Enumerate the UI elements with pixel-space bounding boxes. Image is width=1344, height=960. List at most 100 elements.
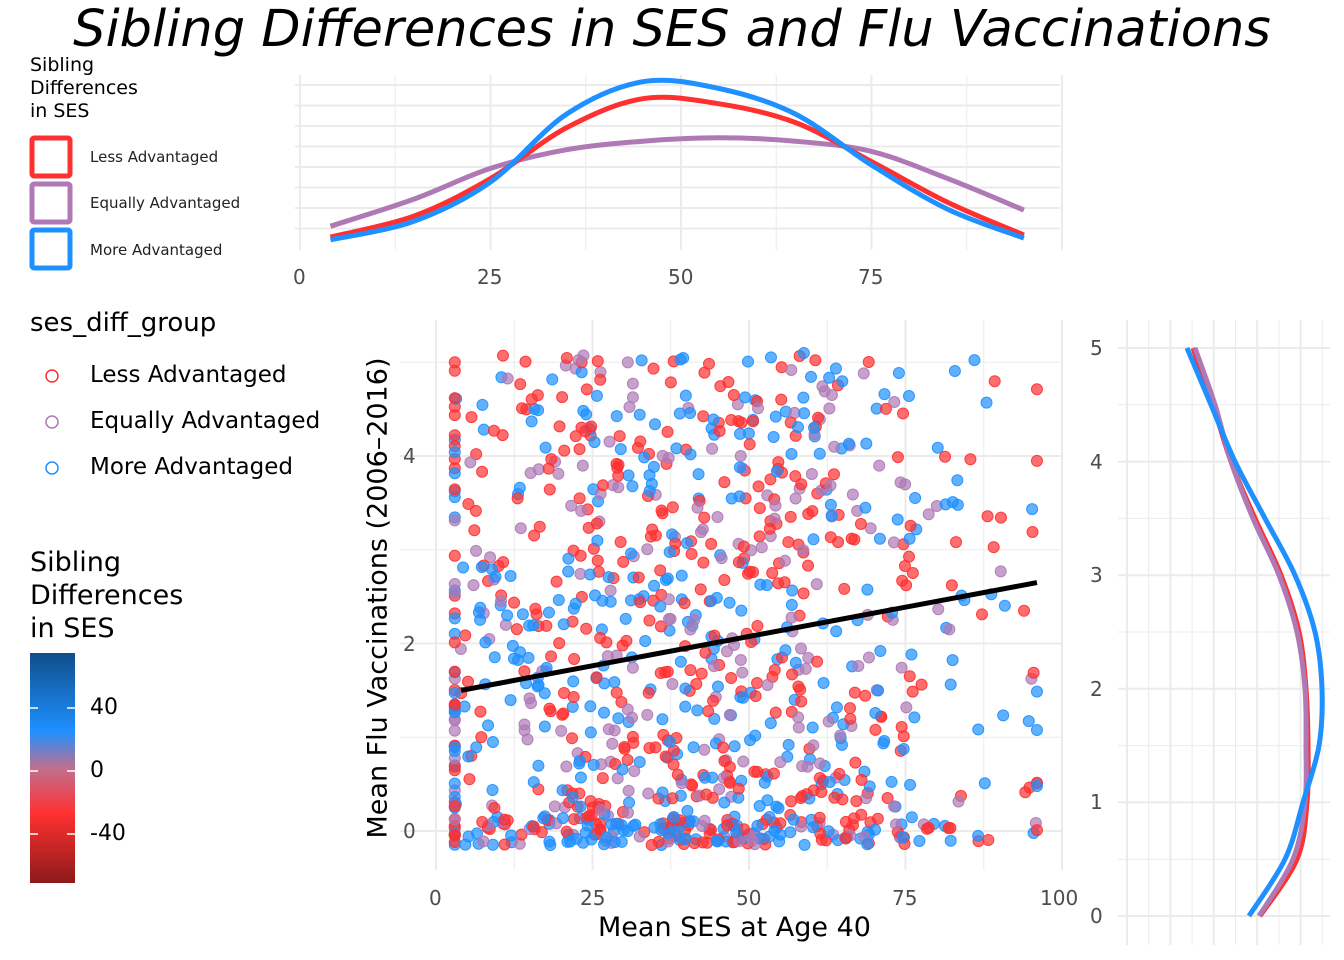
legend-key-less (29, 135, 73, 179)
scatter-point (730, 826, 743, 839)
scatter-point (670, 442, 683, 455)
scatter-point (855, 773, 868, 786)
scatter-point (463, 773, 476, 786)
scatter-point (723, 776, 736, 789)
scatter-point (617, 555, 630, 568)
scatter-point (728, 740, 741, 753)
scatter-point (706, 442, 719, 455)
scatter-point (633, 408, 646, 421)
scatter-point (939, 498, 952, 511)
scatter-point (518, 665, 531, 678)
scatter-point (825, 510, 838, 523)
scatter-point (685, 547, 698, 560)
scatter-point (655, 504, 668, 517)
scatter-point (569, 430, 582, 443)
scatter-point (784, 510, 797, 523)
scatter-point (654, 667, 667, 680)
regression-line (460, 580, 1038, 693)
scatter-point (864, 522, 877, 535)
scatter-point (702, 357, 715, 370)
scatter-point (764, 473, 777, 486)
scatter-point (590, 671, 603, 684)
scatter-point (794, 792, 807, 805)
scatter-point (705, 594, 718, 607)
scatter-point (792, 721, 805, 734)
scatter-point (824, 531, 837, 544)
scatter-point (537, 812, 550, 825)
scatter-point (530, 608, 543, 621)
scatter-point (715, 552, 728, 565)
scatter-point (461, 675, 474, 688)
scatter-point (666, 792, 679, 805)
top-x-tick: 25 (477, 265, 503, 289)
scatter-point (852, 659, 865, 672)
scatter-point (647, 362, 660, 375)
scatter-point (584, 700, 597, 713)
scatter-point (543, 835, 556, 848)
scatter-point (897, 407, 910, 420)
scatter-point (895, 661, 908, 674)
scatter-point (448, 446, 461, 459)
scatter-point (802, 559, 815, 572)
scatter-point (785, 598, 798, 611)
scatter-point (743, 438, 756, 451)
scatter-point (684, 407, 697, 420)
scatter-point (791, 421, 804, 434)
scatter-point (698, 511, 711, 524)
scatter-point (806, 505, 819, 518)
scatter-point (807, 739, 820, 752)
scatter-point (749, 729, 762, 742)
scatter-point (1030, 780, 1043, 793)
scatter-point (666, 501, 679, 514)
scatter-point (679, 682, 692, 695)
scatter-point (698, 743, 711, 756)
legend-point-more (45, 461, 59, 475)
legend-key-more (29, 227, 73, 271)
scatter-point (667, 811, 680, 824)
scatter-point (814, 757, 827, 770)
scatter-point (794, 683, 807, 696)
scatter-point (900, 701, 913, 714)
scatter-point (558, 687, 571, 700)
scatter-point (663, 612, 676, 625)
scatter-point (621, 703, 634, 716)
scatter-point (887, 536, 900, 549)
scatter-point (732, 556, 745, 569)
scatter-point (904, 519, 917, 532)
scatter-point (830, 625, 843, 638)
scatter-point (708, 660, 721, 673)
scatter-point (659, 574, 672, 587)
scatter-point (807, 821, 820, 834)
scatter-point (774, 756, 787, 769)
scatter-point (697, 556, 710, 569)
scatter-point (703, 827, 716, 840)
scatter-point (823, 371, 836, 384)
scatter-point (617, 824, 630, 837)
scatter-point (904, 778, 917, 791)
scatter-point (590, 389, 603, 402)
scatter-point (673, 407, 686, 420)
scatter-point (718, 574, 731, 587)
scatter-point (648, 579, 661, 592)
scatter-point (560, 760, 573, 773)
scatter-point (565, 499, 578, 512)
scatter-point (735, 604, 748, 617)
scatter-point (767, 767, 780, 780)
scatter-point (695, 526, 708, 539)
scatter-point (448, 636, 461, 649)
scatter-point (737, 755, 750, 768)
scatter-point (553, 637, 566, 650)
scatter-point (514, 522, 527, 535)
scatter-point (465, 411, 478, 424)
scatter-point (542, 462, 555, 475)
scatter-point (764, 717, 777, 730)
scatter-point (878, 735, 891, 748)
scatter-point (553, 420, 566, 433)
scatter-point (459, 629, 472, 642)
scatter-point (587, 758, 600, 771)
scatter-point (988, 375, 1001, 388)
right-y-tick: 4 (1090, 450, 1103, 474)
y-tick: 4 (403, 444, 416, 468)
scatter-point (833, 767, 846, 780)
scatter-point (742, 355, 755, 368)
